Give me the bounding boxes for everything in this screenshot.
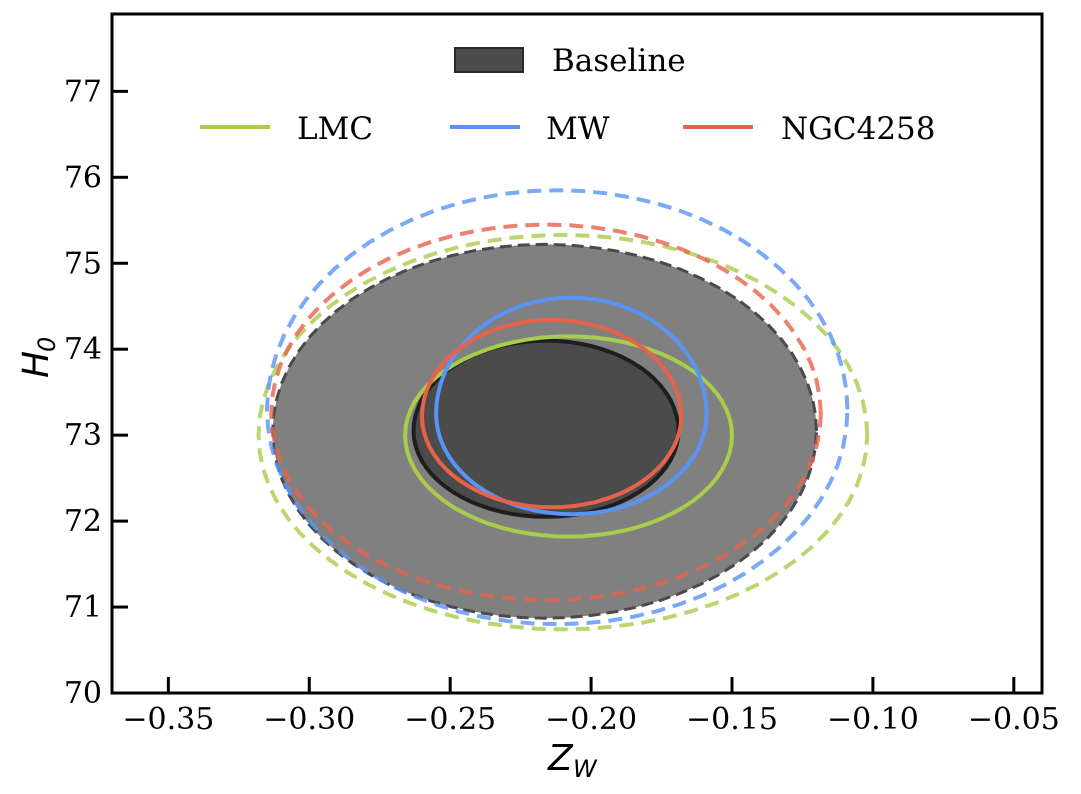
lmc-contour-95 xyxy=(256,232,870,632)
plot-frame xyxy=(110,12,1044,695)
y-tick-label: 70 xyxy=(64,676,102,711)
x-tick-label: −0.15 xyxy=(686,702,778,737)
y-axis-label: H 0 xyxy=(16,337,61,378)
y-tick-label: 76 xyxy=(64,160,102,195)
legend-label-lmc: LMC xyxy=(297,111,373,147)
y-axis-label-sub: 0 xyxy=(33,337,61,352)
legend-swatch-baseline xyxy=(454,47,524,73)
x-tick-label: −0.05 xyxy=(968,702,1060,737)
legend-label-baseline: Baseline xyxy=(552,43,686,79)
x-tick-label: −0.20 xyxy=(545,702,637,737)
x-axis-label-main: Z xyxy=(547,738,574,779)
y-tick-label: 71 xyxy=(64,590,102,625)
contours-layer xyxy=(256,188,870,632)
x-tick-label: −0.10 xyxy=(827,702,919,737)
x-axis-label-sub: W xyxy=(573,755,598,783)
ngc4258-contour-68 xyxy=(419,317,684,510)
legend-label-mw: MW xyxy=(546,111,610,147)
y-tick-label: 73 xyxy=(64,418,102,453)
ngc4258-contour-95 xyxy=(269,222,823,603)
y-tick-label: 77 xyxy=(64,74,102,109)
legend-label-ngc4258: NGC4258 xyxy=(781,111,936,147)
x-axis-label: Z W xyxy=(547,738,598,783)
ticks-layer: −0.35 −0.30 −0.25 −0.20 −0.15 −0.10 −0.05 70 71 7… xyxy=(64,74,1060,737)
lmc-contour-68 xyxy=(403,334,735,539)
y-tick-label: 74 xyxy=(64,332,102,367)
y-tick-label: 75 xyxy=(64,246,102,281)
mw-contour-68 xyxy=(434,295,709,517)
mw-contour-95 xyxy=(264,188,850,627)
y-tick-label: 72 xyxy=(64,504,102,539)
baseline-contour-68 xyxy=(411,338,681,519)
y-axis-label-main: H xyxy=(16,351,57,378)
x-tick-label: −0.30 xyxy=(263,702,355,737)
x-tick-label: −0.25 xyxy=(404,702,496,737)
legend: Baseline LMC MW NGC4258 xyxy=(200,43,936,147)
x-tick-label: −0.35 xyxy=(122,702,214,737)
